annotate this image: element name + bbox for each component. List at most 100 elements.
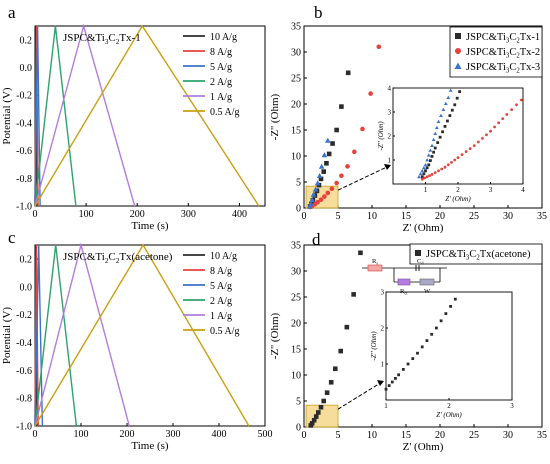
inset-y-tick-label: 2 [388,133,392,141]
text-part: C [469,249,476,260]
y-tick-label: -0.2 [16,91,32,102]
data-point [425,339,429,342]
x-tick-label: 500 [258,429,273,440]
data-point [420,345,424,349]
x-tick-label: 10 [367,430,377,441]
inset-y-tick-label: 4 [388,85,392,93]
y-tick-label: 20 [291,319,301,330]
data-point [326,151,332,157]
data-point [446,163,450,167]
data-point [309,196,315,202]
data-point [425,158,430,162]
data-point [332,366,338,372]
y-tick-label: 0.0 [20,63,33,74]
circuit-label-w: W [424,288,431,295]
panel-label-d: d [312,230,321,249]
legend-label: 10 A/g [210,251,237,262]
y-tick-label: 15 [291,345,301,356]
data-point [334,180,339,186]
data-point [321,152,328,158]
data-point [394,377,397,380]
x-tick-label: 300 [166,429,181,440]
data-point [422,172,426,176]
panel-label-a: a [8,3,16,22]
x-tick-label: 10 [367,211,377,222]
x-tick-label: 200 [130,209,145,220]
inset-x-label: Z' (Ohm) [445,195,471,203]
x-tick-label: 20 [435,211,445,222]
axes-a: 0 100 200 300 400 -1.0 -0.8 -0.6 -0.4 -0.2 0.0 0.2 T… [1,23,266,232]
circuit-label-rct: Rct [400,288,408,296]
data-point [453,103,457,107]
data-point [368,91,373,96]
arrow-head [384,164,391,170]
x-axis-label: Time (s) [131,220,169,232]
data-point [315,199,320,205]
inset-x-tick-label: 3 [510,402,514,410]
inset-x-tick-label: 3 [489,186,493,194]
inset-series [417,88,453,179]
text-part: Tx-2 [520,47,540,58]
data-point [433,171,437,175]
x-tick-label: 0 [33,209,38,220]
data-point [316,172,323,179]
text-part: Tx(acetone) [480,249,531,260]
data-point [311,417,317,423]
subscript: 2 [476,255,480,262]
series-line-05Ag [34,243,250,427]
inset-x-tick-label: 4 [521,186,525,194]
data-point [416,351,419,355]
series-line-5Ag [34,244,44,427]
data-point [321,398,327,404]
data-point [321,169,327,174]
y-tick-label: 25 [291,74,301,85]
data-point [448,88,453,92]
data-point [324,160,329,166]
data-point [345,70,351,76]
text-part: R [372,258,377,265]
chart-title: JSPC&Ti3C2Tx-1 [63,32,141,46]
data-point [420,168,425,173]
legend-label: 1 A/g [210,92,232,103]
inset-d: 1 2 3 1 2 3 Z' (Ohm) -Z'' (Ohm) [370,289,514,420]
data-point [450,108,454,112]
x-tick-label: 25 [469,430,479,441]
y-tick-label: -0.8 [16,394,32,405]
data-point [425,175,429,179]
y-tick-label: 0 [296,423,301,434]
subscript: 2 [516,68,520,75]
inset-series [420,98,523,181]
x-tick-label: 0 [33,429,38,440]
text-part: C [108,32,115,44]
data-point [489,129,492,133]
y-tick-label: -0.6 [16,146,32,157]
data-point [390,380,394,384]
y-tick-label: -0.8 [16,174,32,185]
data-point [424,169,427,173]
data-point [306,203,313,209]
text-part: C [108,251,115,263]
y-tick-label: -0.6 [16,366,32,377]
inset-x-tick-label: 2 [456,186,460,194]
subscript: 3 [466,255,470,262]
legend-label: 5 A/g [210,62,232,73]
y-tick-label: 30 [291,48,301,59]
y-tick-label: 10 [291,371,301,382]
x-axis-label: Time (s) [131,440,169,452]
data-point [406,362,410,366]
data-point [515,103,518,107]
subscript: 2 [516,53,520,60]
text-part: JSPC&Ti [63,32,105,44]
text-part: JSPC&Ti [426,249,466,260]
inset-y-tick-label: 1 [388,157,392,165]
inset-frame [392,87,524,185]
data-point [423,162,428,167]
legend-label: 2 A/g [210,77,232,88]
y-tick-label: 0.2 [20,35,33,46]
resistor-rct [397,278,411,286]
text-part: JSPC&Ti [466,62,506,73]
y-tick-label: 5 [296,178,301,189]
x-tick-label: 5 [336,211,341,222]
subscript: 3 [506,38,510,45]
data-point [325,190,331,196]
